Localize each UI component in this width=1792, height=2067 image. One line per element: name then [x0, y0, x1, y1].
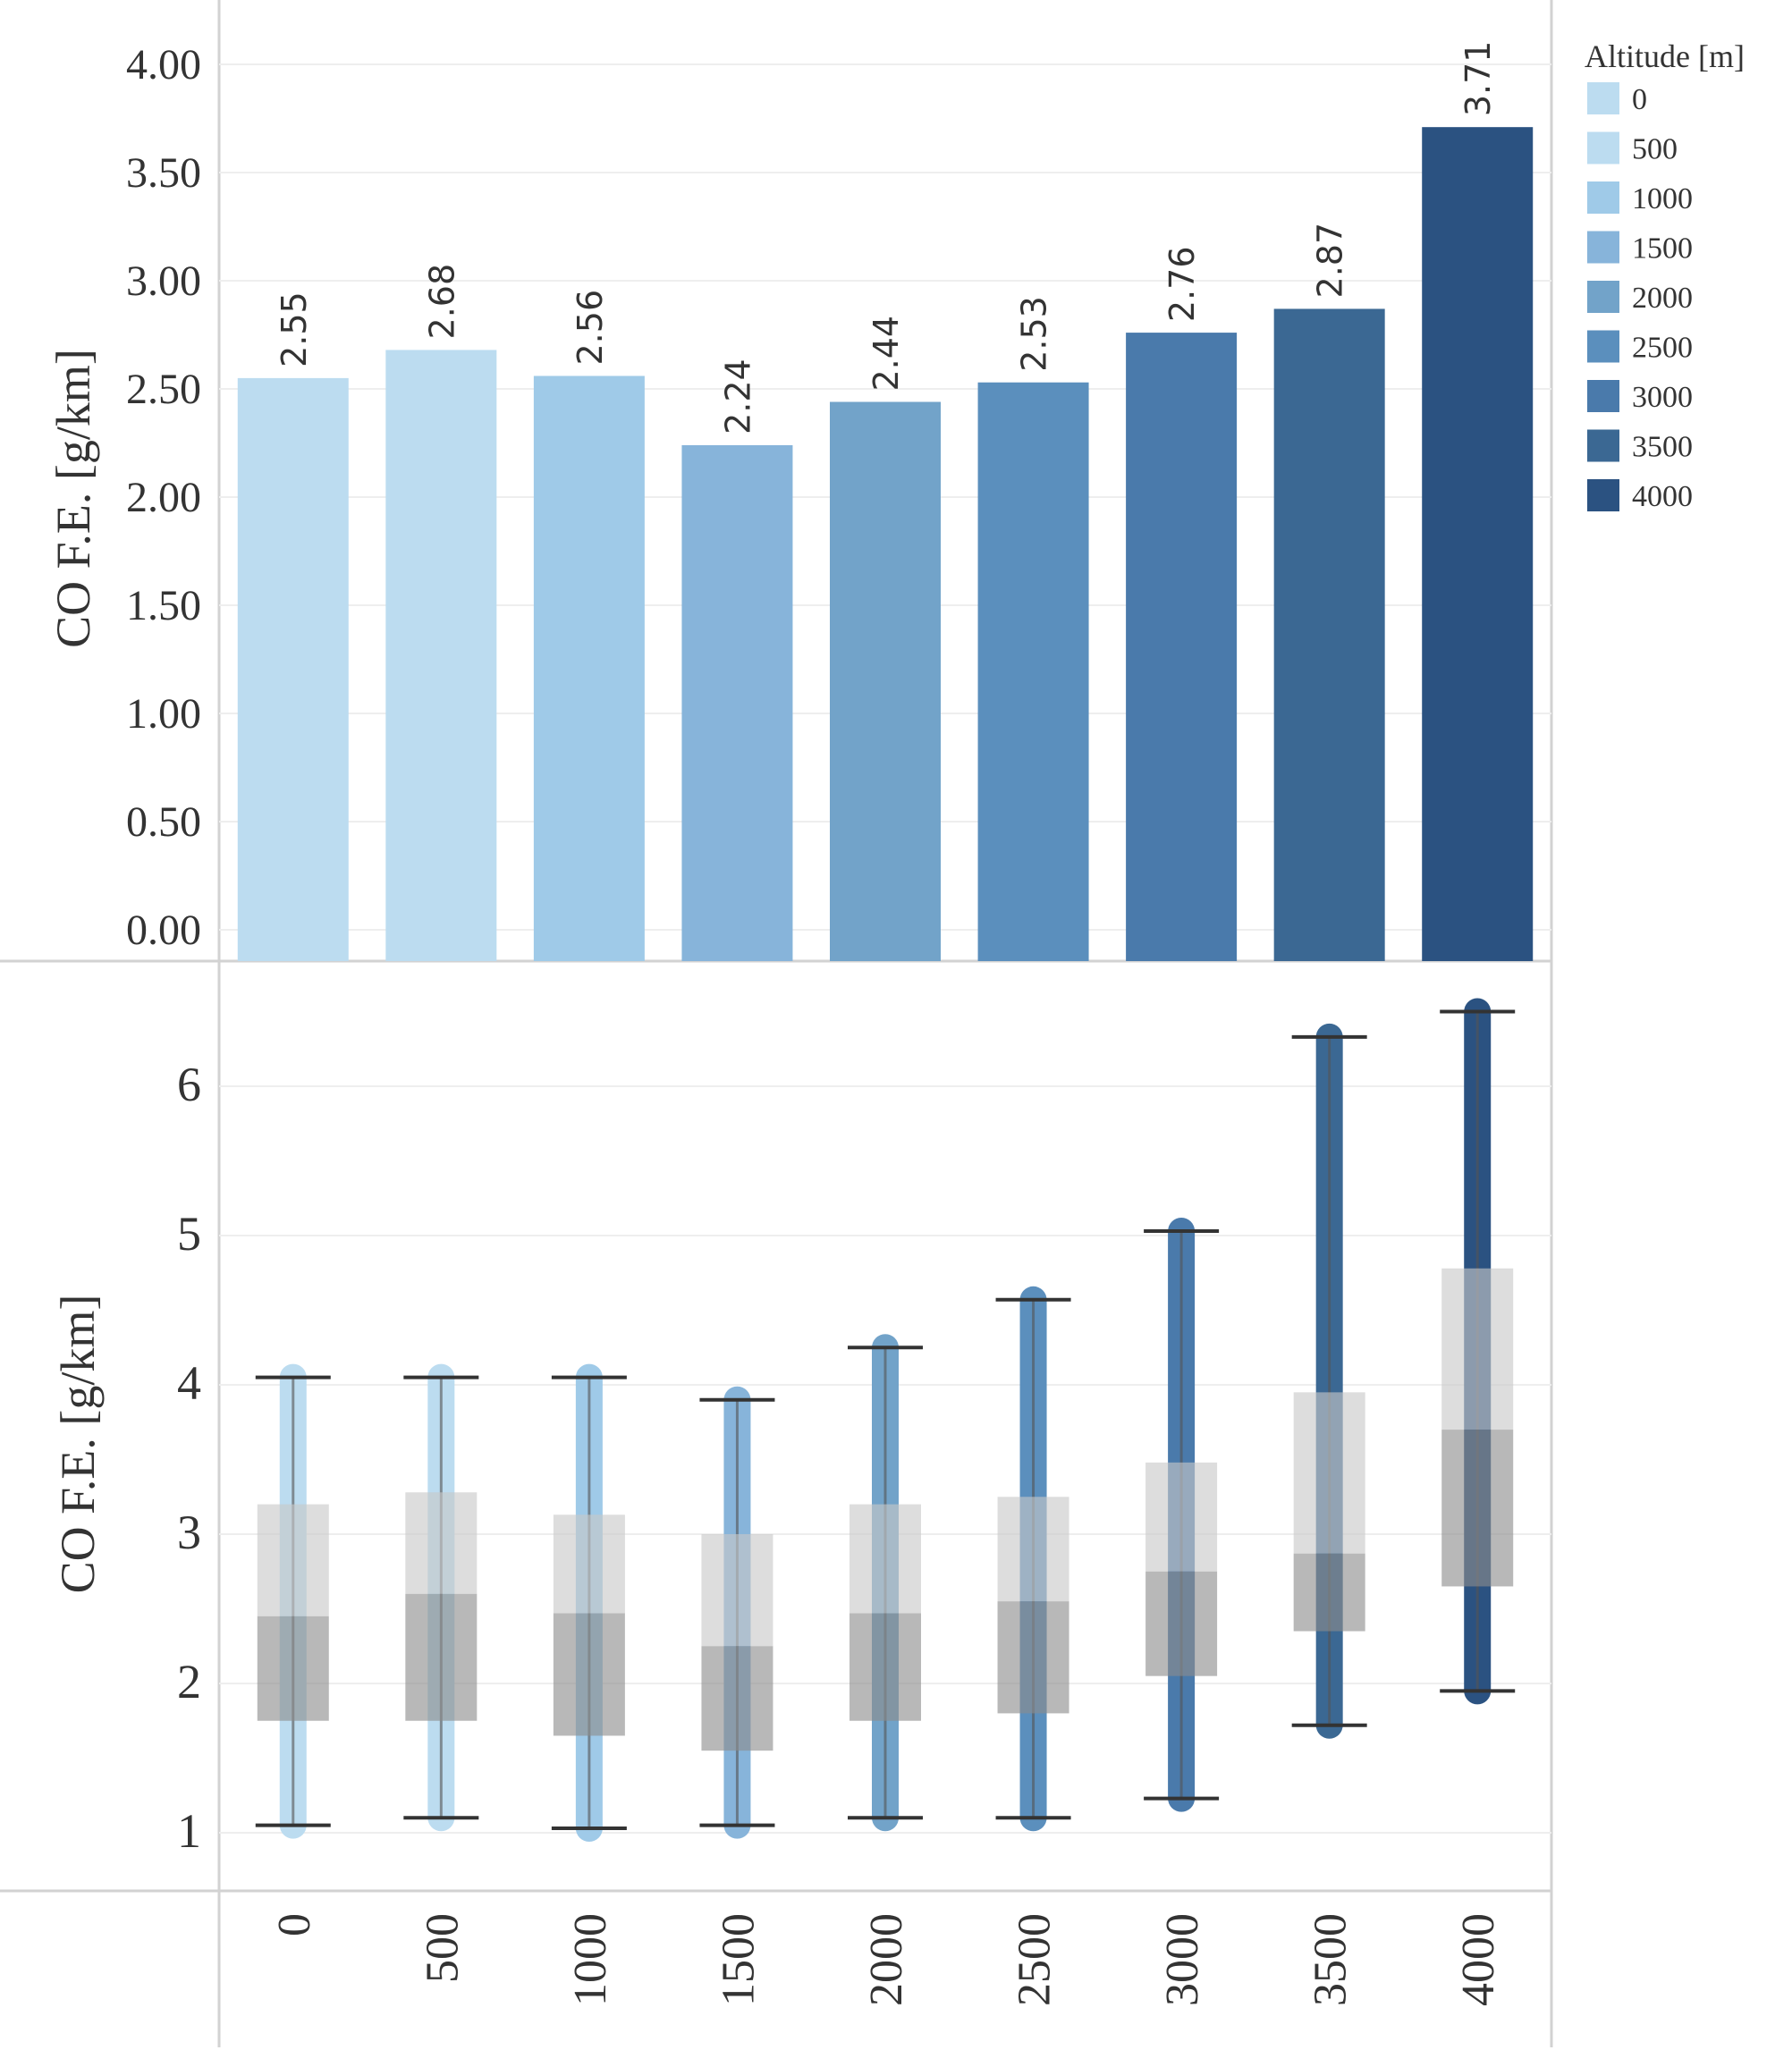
y-tick-label: 4.00: [126, 41, 201, 89]
y-tick-label: 2: [177, 1655, 201, 1708]
x-tick-label: 2500: [1010, 1913, 1061, 2006]
box-upper: [405, 1492, 478, 1594]
bar-chart-y-axis-label: CO F.E. [g/km]: [46, 349, 100, 648]
legend-swatch: [1587, 231, 1619, 264]
bar: [385, 350, 497, 961]
bar-data-label: 3.71: [1458, 41, 1498, 117]
bar-data-labels: 2.55 2.68 2.56 2.24 2.44 2.53 2.76 2.87 3.71: [275, 41, 1498, 434]
x-tick-label: 500: [417, 1913, 468, 1983]
bar: [237, 377, 349, 961]
legend-label: 2000: [1632, 282, 1693, 315]
bar-data-label: 2.24: [718, 359, 757, 434]
legend-swatch: [1587, 131, 1619, 165]
box-chart-y-axis-label: CO F.E. [g/km]: [51, 1295, 105, 1594]
bar: [1126, 333, 1238, 962]
y-tick-label: 3.00: [126, 257, 201, 305]
box-plot-3000: [1144, 1217, 1220, 1812]
box-upper: [850, 1504, 921, 1614]
box-chart-y-ticks: 1 2 3 4 5 6: [177, 1058, 201, 1858]
bar-chart-y-ticks: 0.00 0.50 1.00 1.50 2.00 2.50 3.00 3.50 4.00: [126, 41, 201, 954]
x-tick-label: 4000: [1453, 1913, 1504, 2006]
box-lower: [405, 1593, 478, 1721]
y-tick-label: 1.00: [126, 690, 201, 738]
box-plot-1000: [551, 1363, 627, 1842]
box-upper: [1293, 1392, 1365, 1554]
x-tick-label: 2000: [861, 1913, 912, 2006]
legend-label: 500: [1632, 133, 1678, 166]
bar: [977, 382, 1089, 961]
legend-swatch: [1587, 380, 1619, 412]
y-tick-label: 5: [177, 1207, 201, 1261]
y-tick-label: 3: [177, 1506, 201, 1559]
legend-swatch: [1587, 181, 1619, 214]
legend-swatch: [1587, 330, 1619, 363]
box-plot-2000: [848, 1334, 923, 1832]
box-lower: [1145, 1571, 1218, 1676]
legend-label: 3500: [1632, 431, 1693, 464]
y-tick-label: 3.50: [126, 149, 201, 197]
y-tick-label: 1.50: [126, 582, 201, 629]
x-tick-label: 0: [269, 1913, 320, 1936]
legend-label: 3000: [1632, 381, 1693, 414]
bar-data-label: 2.56: [571, 290, 610, 366]
legend: Altitude [m] 0 500 1000 1500 2000 2500 3000 350…: [1585, 38, 1745, 513]
x-axis-tick-labels: 0 500 1000 1500 2000 2500 3000 3500 4000: [269, 1913, 1504, 2006]
box-lower: [701, 1646, 773, 1751]
box-lower: [850, 1613, 921, 1721]
bar-data-label: 2.55: [275, 291, 314, 367]
legend-label: 1500: [1632, 232, 1693, 266]
bar-data-label: 2.68: [422, 264, 461, 340]
y-tick-label: 4: [177, 1356, 201, 1410]
box-upper: [257, 1504, 329, 1616]
box-upper: [1145, 1462, 1218, 1572]
bar: [1422, 127, 1534, 961]
box-lower: [257, 1616, 329, 1721]
bar-data-label: 2.44: [866, 316, 906, 392]
bar-data-label: 2.76: [1162, 246, 1202, 322]
y-tick-label: 0.00: [126, 907, 201, 954]
y-tick-label: 6: [177, 1058, 201, 1111]
box-plot-2500: [995, 1286, 1071, 1832]
box-upper: [553, 1514, 625, 1614]
box-plot-500: [403, 1363, 479, 1832]
legend-swatch: [1587, 429, 1619, 462]
box-upper: [701, 1534, 773, 1647]
box-lower: [553, 1613, 625, 1736]
bar: [681, 444, 793, 961]
legend-label: 1000: [1632, 182, 1693, 215]
y-tick-label: 0.50: [126, 798, 201, 846]
x-tick-label: 3500: [1306, 1913, 1357, 2006]
bar: [533, 375, 645, 962]
bar-series: [237, 127, 1534, 962]
x-tick-label: 1500: [713, 1913, 764, 2006]
bar: [1273, 308, 1385, 962]
legend-label: 4000: [1632, 480, 1693, 513]
y-tick-label: 2.50: [126, 366, 201, 413]
box-plot-4000: [1440, 998, 1516, 1705]
legend-title: Altitude [m]: [1585, 38, 1745, 74]
y-tick-label: 1: [177, 1804, 201, 1858]
bar-data-label: 2.87: [1311, 223, 1350, 299]
box-plot-1500: [699, 1386, 775, 1839]
box-upper: [997, 1497, 1069, 1602]
legend-label: 2500: [1632, 332, 1693, 365]
legend-swatch: [1587, 281, 1619, 313]
legend-label: 0: [1632, 83, 1647, 116]
box-upper: [1441, 1268, 1514, 1430]
legend-swatch: [1587, 82, 1619, 114]
x-tick-label: 1000: [565, 1913, 616, 2006]
box-lower: [997, 1601, 1069, 1714]
box-plot-3500: [1291, 1023, 1367, 1739]
box-plot-0: [255, 1363, 331, 1839]
box-lower: [1441, 1430, 1514, 1587]
y-tick-label: 2.00: [126, 474, 201, 521]
bar-data-label: 2.53: [1015, 296, 1054, 372]
x-tick-label: 3000: [1157, 1913, 1208, 2006]
legend-swatch: [1587, 479, 1619, 511]
chart-frame: [0, 0, 1553, 2047]
box-series: [255, 998, 1516, 1842]
box-lower: [1293, 1553, 1365, 1632]
bar: [830, 401, 941, 961]
